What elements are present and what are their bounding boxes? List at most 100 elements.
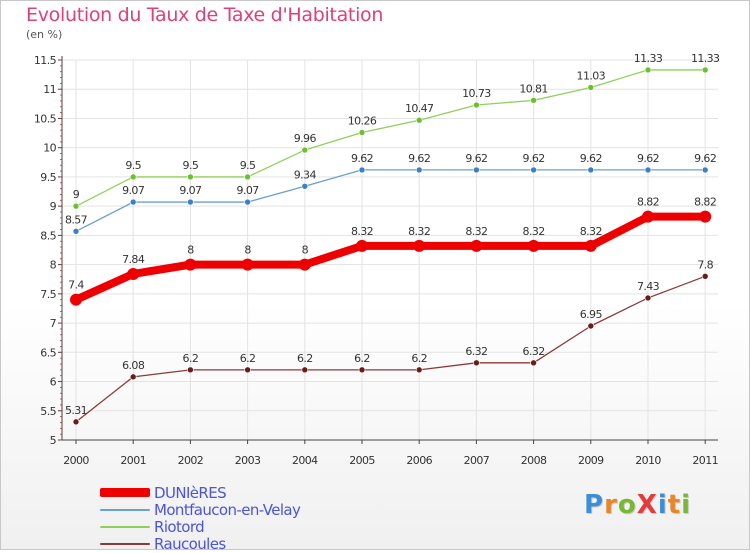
x-tick-label: 2002: [178, 454, 204, 467]
series-line-raucoules: [75, 275, 706, 423]
legend-item-riotord: Riotord: [100, 517, 300, 536]
x-tick-label: 2000: [63, 454, 89, 467]
data-point-riotord: [587, 84, 595, 91]
data-point-duni-res: [298, 258, 311, 271]
data-point-duni-res: [241, 258, 254, 271]
y-tick-label: 10.5: [34, 112, 57, 125]
series-line-montfaucon-en-velay: [75, 169, 706, 232]
y-tick-label: 7.5: [40, 288, 56, 301]
data-point-montfaucon-en-velay: [530, 166, 537, 174]
data-label-riotord: 9: [73, 188, 80, 201]
data-label-duni-res: 8.32: [351, 225, 373, 238]
data-point-duni-res: [184, 258, 197, 271]
x-tick-label: 2007: [464, 454, 490, 467]
label-layer: 9 9.5 9.5 9.5 9.96 10.26 10.47 10.73 10.81 11.03 1…: [65, 52, 721, 417]
data-point-riotord: [301, 146, 309, 154]
legend-swatch: [100, 488, 150, 497]
y-tick-label: 5.5: [40, 405, 56, 418]
data-point-montfaucon-en-velay: [701, 166, 709, 174]
data-point-raucoules: [358, 366, 366, 374]
data-label-raucoules: 6.2: [354, 352, 370, 365]
data-label-raucoules: 7.8: [697, 258, 713, 271]
y-tick-label: 10: [43, 142, 56, 155]
x-tick-label: 2009: [578, 454, 604, 467]
legend-label: DUNIèRES: [154, 483, 227, 502]
data-label-montfaucon-en-velay: 9.07: [179, 184, 202, 197]
data-label-riotord: 9.5: [240, 159, 256, 172]
data-point-duni-res: [584, 239, 597, 252]
data-label-montfaucon-en-velay: 9.62: [408, 152, 430, 165]
data-label-raucoules: 5.31: [65, 404, 87, 417]
data-point-duni-res: [470, 239, 483, 252]
data-point-raucoules: [301, 366, 309, 374]
legend-item-duni-res: DUNIèRES: [100, 483, 300, 502]
data-label-raucoules: 7.43: [637, 280, 660, 293]
data-label-riotord: 10.26: [348, 114, 377, 127]
y-tick-label: 7: [50, 317, 57, 330]
data-label-raucoules: 6.2: [411, 352, 427, 365]
data-label-montfaucon-en-velay: 9.07: [122, 184, 145, 197]
data-label-duni-res: 8: [302, 244, 309, 257]
data-point-raucoules: [473, 359, 480, 367]
data-point-duni-res: [642, 210, 654, 223]
legend-swatch: [100, 508, 150, 511]
data-label-raucoules: 6.2: [240, 352, 256, 365]
data-label-raucoules: 6.08: [122, 359, 145, 372]
data-point-raucoules: [244, 366, 251, 374]
data-point-riotord: [72, 202, 80, 210]
legend-label: Montfaucon-en-Velay: [154, 500, 301, 519]
data-label-montfaucon-en-velay: 9.07: [237, 184, 260, 197]
data-point-duni-res: [356, 239, 368, 252]
data-label-duni-res: 8.32: [523, 225, 545, 238]
data-point-montfaucon-en-velay: [644, 166, 652, 174]
data-point-riotord: [244, 173, 251, 181]
data-label-riotord: 11.03: [577, 69, 606, 82]
data-label-riotord: 10.47: [405, 102, 434, 115]
data-point-riotord: [415, 116, 423, 124]
y-tick-label: 11: [43, 83, 56, 96]
y-tick-label: 11.5: [34, 54, 57, 67]
data-label-riotord: 11.33: [634, 52, 663, 65]
y-tick-label: 6.5: [40, 346, 56, 359]
data-point-riotord: [187, 173, 194, 181]
y-tick-label: 9.5: [40, 171, 56, 184]
data-point-montfaucon-en-velay: [587, 166, 595, 174]
data-point-riotord: [530, 97, 537, 104]
data-point-riotord: [701, 66, 709, 74]
data-label-raucoules: 6.95: [580, 308, 603, 321]
x-tick-label: 2010: [635, 454, 661, 467]
data-point-duni-res: [70, 293, 82, 306]
data-point-montfaucon-en-velay: [473, 166, 480, 174]
data-label-montfaucon-en-velay: 9.62: [694, 152, 716, 165]
data-label-raucoules: 6.32: [465, 345, 487, 358]
chart-legend: DUNIèRES Montfaucon-en-Velay Riotord Raucou…: [100, 483, 301, 553]
legend-item-montfaucon-en-velay: Montfaucon-en-Velay: [100, 500, 301, 519]
axis-layer: 5 5.5 6 6.5 7 7.5 8 8.5 9 9.5 10 10.5 11 11.5 2000 2001…: [34, 54, 719, 467]
data-label-riotord: 9.5: [183, 159, 199, 172]
data-point-riotord: [129, 173, 137, 181]
x-tick-label: 2011: [692, 454, 718, 467]
data-label-montfaucon-en-velay: 9.62: [465, 152, 487, 165]
data-point-raucoules: [129, 373, 137, 381]
legend-label: Raucoules: [154, 534, 226, 553]
y-tick-label: 8.5: [40, 229, 56, 242]
y-tick-label: 8: [50, 259, 57, 272]
chart-subtitle: (en %): [26, 28, 63, 41]
data-label-montfaucon-en-velay: 9.62: [351, 152, 373, 165]
data-label-montfaucon-en-velay: 9.62: [523, 152, 545, 165]
data-label-raucoules: 6.2: [183, 352, 199, 365]
series-line-riotord: [75, 69, 706, 207]
data-point-duni-res: [127, 267, 140, 280]
legend-label: Riotord: [154, 517, 205, 536]
data-label-montfaucon-en-velay: 8.57: [65, 213, 88, 226]
data-label-riotord: 9.5: [125, 159, 141, 172]
data-point-raucoules: [644, 294, 652, 302]
y-tick-label: 9: [50, 200, 57, 213]
x-tick-label: 2006: [406, 454, 432, 467]
data-point-montfaucon-en-velay: [187, 198, 194, 206]
x-tick-label: 2004: [292, 454, 318, 467]
data-label-duni-res: 7.84: [122, 253, 145, 266]
data-label-montfaucon-en-velay: 9.34: [294, 168, 317, 181]
x-tick-label: 2001: [120, 454, 146, 467]
